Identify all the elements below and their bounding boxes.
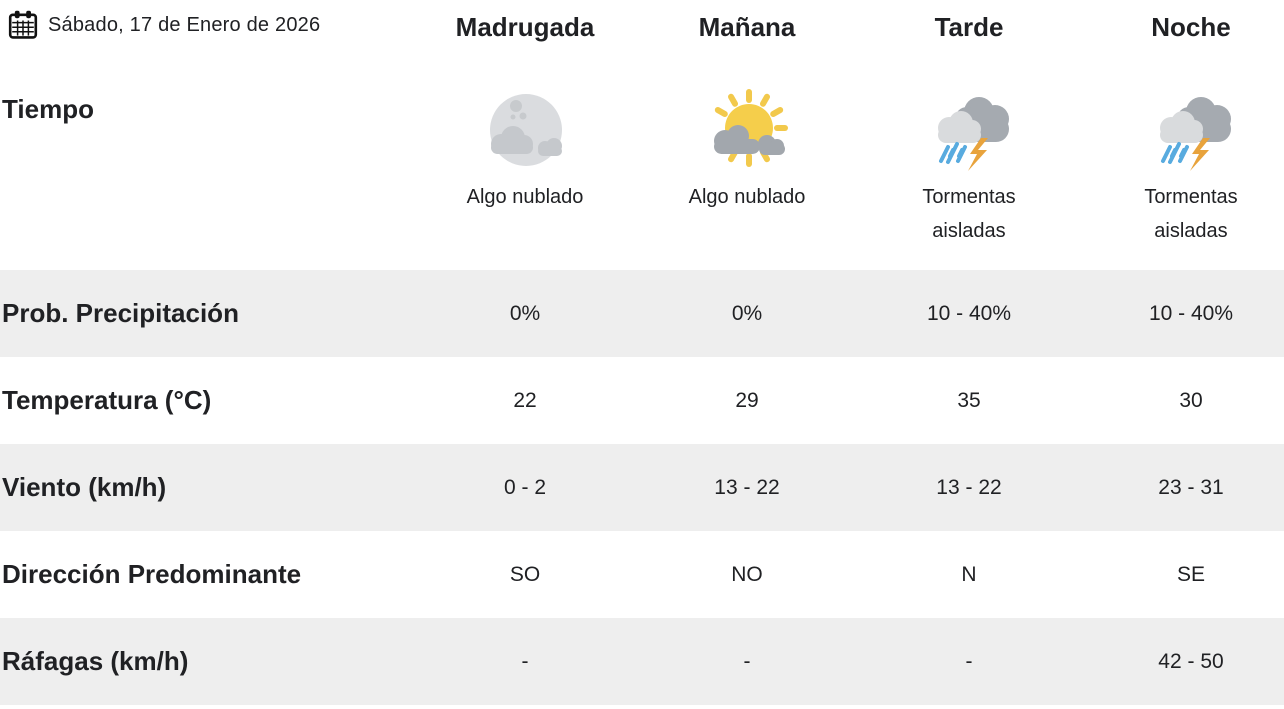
cell-value: - (965, 649, 973, 673)
cell-value: 0% (509, 301, 541, 325)
cell-value: 22 (513, 388, 537, 412)
weather-row-label: Tiempo (2, 94, 94, 124)
cell-value: N (961, 562, 977, 586)
row-temperature: Temperatura (°C) 22 29 35 30 (0, 357, 1284, 444)
column-header-manana: Mañana (698, 12, 796, 42)
column-header-tarde: Tarde (934, 12, 1004, 42)
weather-description: Tormentas aisladas (922, 186, 1016, 242)
row-wind-direction: Dirección Predominante SO NO N SE (0, 531, 1284, 618)
weather-cell-madrugada: Algo nublado (414, 60, 636, 214)
row-label: Ráfagas (km/h) (2, 646, 189, 676)
cell-value: SO (509, 562, 541, 586)
row-label: Prob. Precipitación (2, 298, 239, 328)
cell-value: 0 - 2 (503, 475, 547, 499)
weather-cell-tarde: Tormentas aisladas (858, 60, 1080, 248)
cell-value: 0% (731, 301, 763, 325)
cell-value: 13 - 22 (714, 475, 780, 499)
forecast-header-row: Sábado, 17 de Enero de 2026 Madrugada Ma… (0, 0, 1284, 60)
cell-value: 29 (735, 388, 759, 412)
isolated-storms-icon (938, 97, 1009, 171)
weather-description: Tormentas aisladas (1144, 186, 1238, 242)
date-selector[interactable]: Sábado, 17 de Enero de 2026 (0, 0, 414, 40)
weather-description: Algo nublado (688, 186, 806, 208)
column-header-noche: Noche (1151, 12, 1231, 42)
weather-row: Tiempo Algo nublado (0, 60, 1284, 270)
partly-cloudy-night-icon (490, 94, 562, 166)
weather-cell-noche: Tormentas aisladas (1080, 60, 1284, 248)
row-precipitation: Prob. Precipitación 0% 0% 10 - 40% 10 - … (0, 270, 1284, 357)
cell-value: 23 - 31 (1158, 475, 1224, 499)
cell-value: 13 - 22 (936, 475, 1002, 499)
cell-value: 10 - 40% (926, 301, 1012, 325)
cell-value: NO (731, 562, 763, 586)
row-gusts: Ráfagas (km/h) - - - 42 - 50 (0, 618, 1284, 705)
date-label: Sábado, 17 de Enero de 2026 (48, 13, 321, 36)
row-label: Viento (km/h) (2, 472, 167, 502)
isolated-storms-icon (1160, 97, 1231, 171)
cell-value: - (743, 649, 751, 673)
cell-value: 10 - 40% (1148, 301, 1234, 325)
cell-value: SE (1176, 562, 1205, 586)
row-label: Temperatura (°C) (2, 385, 212, 415)
partly-cloudy-day-icon (714, 89, 788, 167)
cell-value: 42 - 50 (1158, 649, 1224, 673)
column-header-madrugada: Madrugada (455, 12, 595, 42)
cell-value: 30 (1179, 388, 1203, 412)
weather-description: Algo nublado (466, 186, 584, 208)
row-label: Dirección Predominante (2, 559, 302, 589)
calendar-icon (8, 10, 38, 39)
row-wind: Viento (km/h) 0 - 2 13 - 22 13 - 22 23 -… (0, 444, 1284, 531)
weather-cell-manana: Algo nublado (636, 60, 858, 214)
cell-value: 35 (957, 388, 981, 412)
cell-value: - (521, 649, 529, 673)
